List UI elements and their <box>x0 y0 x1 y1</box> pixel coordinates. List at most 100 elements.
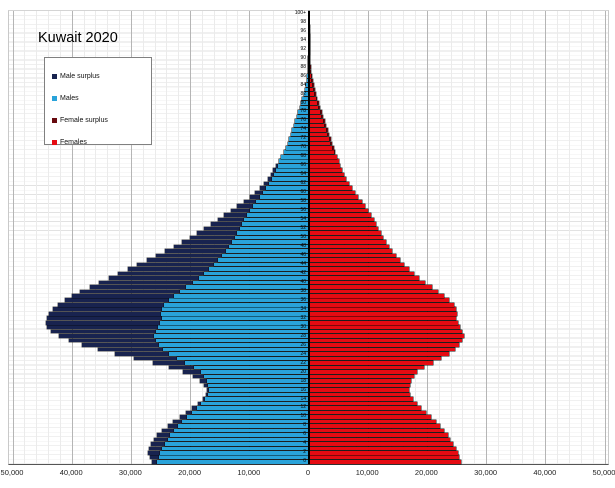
age-tick-label: 64 <box>300 171 306 178</box>
female-common-bar <box>309 168 343 172</box>
male-common-bar <box>162 446 309 451</box>
male-common-bar <box>274 172 309 177</box>
gridline-minor <box>474 11 476 464</box>
age-tick-label: 24 <box>300 350 306 357</box>
age-tick-label: 38 <box>300 287 306 294</box>
female-common-bar <box>309 307 457 312</box>
gridline-major <box>12 11 14 464</box>
female-common-bar <box>309 190 355 195</box>
female-common-bar <box>309 428 444 433</box>
female-common-bar <box>309 222 376 226</box>
age-tick-label: 96 <box>300 27 306 34</box>
age-tick-label: 34 <box>300 305 306 312</box>
female-common-bar <box>309 329 463 334</box>
male-common-bar <box>279 159 309 164</box>
y-axis-line <box>308 11 310 464</box>
female-common-bar <box>309 231 381 235</box>
female-common-bar <box>309 163 341 168</box>
male-common-bar <box>301 101 309 105</box>
male-common-bar <box>285 146 309 150</box>
age-tick-label: 68 <box>300 153 306 160</box>
female-common-bar <box>309 285 432 289</box>
male-common-bar <box>208 267 309 271</box>
legend-label: Females <box>60 138 87 146</box>
female-common-bar <box>309 177 347 181</box>
female-common-bar <box>309 325 460 329</box>
male-common-bar <box>269 181 309 186</box>
age-tick-label: 30 <box>300 323 306 330</box>
female-common-bar <box>309 280 426 285</box>
male-common-bar <box>158 343 309 347</box>
age-tick-label: 26 <box>300 341 306 348</box>
male-common-bar <box>161 311 309 316</box>
male-common-bar <box>275 168 309 172</box>
female-common-bar <box>309 334 464 338</box>
gridline-major <box>130 11 132 464</box>
male-common-bar <box>191 410 309 415</box>
legend-item: Females <box>45 131 151 153</box>
age-tick-label: 12 <box>300 404 306 411</box>
male-common-bar <box>179 289 309 294</box>
female-common-bar <box>309 450 458 455</box>
female-common-bar <box>309 383 410 388</box>
female-common-bar <box>309 87 314 92</box>
female-common-bar <box>309 101 317 105</box>
age-tick-label: 76 <box>300 117 306 124</box>
age-tick-label: 54 <box>300 216 306 223</box>
male-common-bar <box>192 280 309 285</box>
x-tick-label: 50,000 <box>592 468 615 477</box>
legend-item: Female surplus <box>45 109 151 131</box>
male-common-bar <box>174 428 309 433</box>
male-common-bar <box>169 352 309 356</box>
age-tick-label: 4 <box>303 440 306 447</box>
male-common-bar <box>158 455 309 460</box>
gridline-minor <box>509 11 511 464</box>
age-tick-label: 82 <box>300 90 306 97</box>
gridline-minor <box>557 11 559 464</box>
legend-swatch-icon <box>52 117 57 123</box>
age-tick-label: 70 <box>300 144 306 151</box>
age-tick-label: 100+ <box>294 9 306 16</box>
age-tick-label: 60 <box>300 189 306 196</box>
age-tick-label: 40 <box>300 278 306 285</box>
legend-swatch-icon <box>52 95 57 101</box>
gridline-major <box>604 11 606 464</box>
male-common-bar <box>302 96 309 101</box>
age-tick-label: 88 <box>300 63 306 70</box>
female-common-bar <box>309 204 365 208</box>
gridline-minor <box>59 11 61 464</box>
male-common-bar <box>161 316 309 321</box>
male-common-bar <box>256 199 309 204</box>
male-common-bar <box>200 370 309 374</box>
age-tick-label: 10 <box>300 413 306 420</box>
age-tick-label: 22 <box>300 359 306 366</box>
male-common-bar <box>237 231 309 235</box>
male-common-bar <box>277 163 309 168</box>
female-common-bar <box>309 356 442 361</box>
female-common-bar <box>309 150 335 155</box>
female-common-bar <box>309 276 420 280</box>
female-common-bar <box>309 433 448 437</box>
male-common-bar <box>167 437 309 442</box>
x-tick-label: 20,000 <box>178 468 202 477</box>
male-common-bar <box>182 419 309 424</box>
legend-swatch-icon <box>52 73 57 79</box>
male-common-bar <box>293 123 309 128</box>
male-common-bar <box>162 347 309 352</box>
female-common-bar <box>309 437 451 442</box>
female-common-bar <box>309 244 389 249</box>
female-common-bar <box>309 141 331 146</box>
male-common-bar <box>239 226 309 231</box>
x-tick-label: 10,000 <box>237 468 261 477</box>
age-tick-label: 14 <box>300 395 306 402</box>
female-common-bar <box>309 455 460 460</box>
female-common-bar <box>309 289 439 294</box>
female-common-bar <box>309 172 344 177</box>
male-common-bar <box>201 401 309 406</box>
female-common-bar <box>309 442 454 446</box>
female-common-bar <box>309 271 414 276</box>
age-tick-label: 42 <box>300 269 306 276</box>
female-common-bar <box>309 132 328 137</box>
male-common-bar <box>232 240 309 244</box>
